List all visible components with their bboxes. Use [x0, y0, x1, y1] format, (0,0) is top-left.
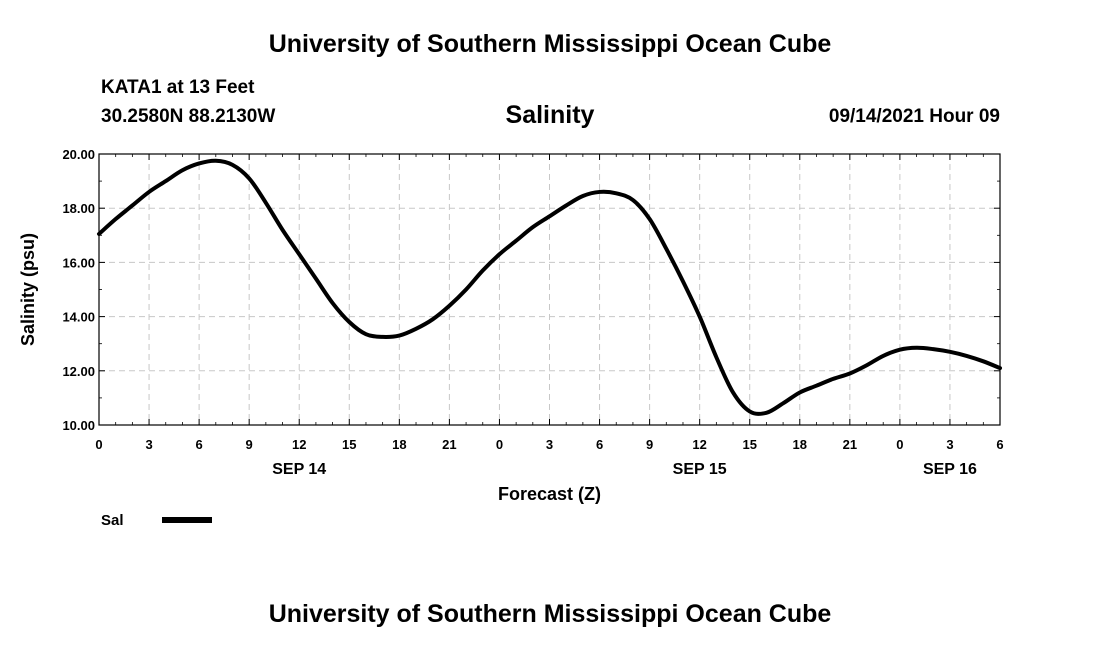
date-label: SEP 14 — [272, 461, 326, 478]
date-label: SEP 16 — [923, 461, 977, 478]
x-tick-label: 0 — [896, 437, 903, 452]
x-tick-label: 6 — [996, 437, 1003, 452]
x-tick-label: 21 — [843, 437, 857, 452]
x-tick-label: 18 — [392, 437, 406, 452]
timestamp-label: 09/14/2021 Hour 09 — [828, 106, 1000, 127]
y-tick-label: 14.00 — [62, 310, 95, 325]
x-tick-label: 12 — [292, 437, 306, 452]
x-tick-label: 21 — [442, 437, 456, 452]
y-tick-label: 16.00 — [62, 255, 95, 270]
x-tick-label: 9 — [246, 437, 253, 452]
y-axis-title: Salinity (psu) — [18, 233, 38, 346]
x-axis-title: Forecast (Z) — [498, 484, 601, 504]
y-tick-label: 20.00 — [62, 147, 95, 162]
x-tick-label: 9 — [646, 437, 653, 452]
footer-title: University of Southern Mississippi Ocean… — [268, 600, 832, 628]
date-label: SEP 15 — [673, 461, 727, 478]
y-tick-label: 12.00 — [62, 364, 95, 379]
coordinates-label: 30.2580N 88.2130W — [101, 106, 276, 127]
legend-label: Sal — [101, 512, 124, 529]
x-tick-label: 12 — [692, 437, 706, 452]
x-tick-label: 15 — [742, 437, 756, 452]
x-tick-label: 3 — [145, 437, 152, 452]
x-tick-label: 3 — [946, 437, 953, 452]
x-tick-label: 6 — [195, 437, 202, 452]
x-tick-label: 15 — [342, 437, 356, 452]
x-tick-label: 0 — [95, 437, 102, 452]
header-title: University of Southern Mississippi Ocean… — [268, 30, 832, 58]
chart-title: Salinity — [505, 101, 595, 129]
x-tick-label: 18 — [793, 437, 807, 452]
x-tick-label: 6 — [596, 437, 603, 452]
x-tick-label: 0 — [496, 437, 503, 452]
y-tick-label: 10.00 — [62, 418, 95, 433]
x-tick-label: 3 — [546, 437, 553, 452]
y-tick-label: 18.00 — [62, 201, 95, 216]
station-label: KATA1 at 13 Feet — [101, 77, 255, 98]
salinity-series-line — [97, 158, 1002, 416]
